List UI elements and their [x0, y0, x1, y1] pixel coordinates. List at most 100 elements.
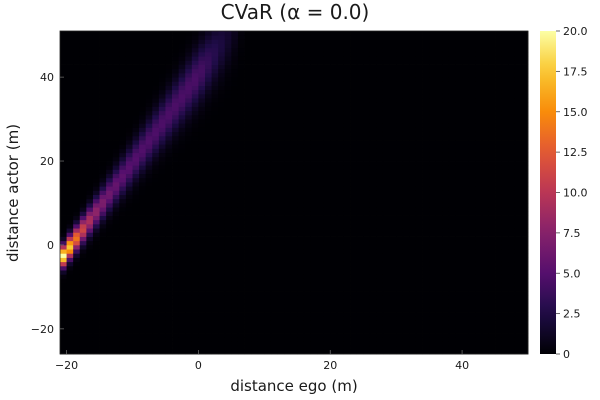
heatmap-cell [369, 278, 377, 284]
heatmap-cell [323, 219, 331, 225]
heatmap-cell [145, 232, 153, 237]
heatmap-cell [290, 291, 298, 296]
heatmap-cell [60, 270, 67, 275]
heatmap-cell [284, 198, 292, 204]
heatmap-cell [99, 341, 107, 347]
heatmap-cell [310, 240, 318, 246]
heatmap-cell [277, 194, 285, 200]
heatmap-cell [99, 140, 107, 145]
heatmap-cell [119, 72, 127, 78]
heatmap-cell [297, 320, 305, 326]
heatmap-cell [429, 77, 437, 82]
heatmap-cell [218, 72, 226, 78]
heatmap-cell [343, 177, 351, 183]
heatmap-cell [350, 345, 358, 351]
heatmap-cell [231, 215, 239, 221]
heatmap-cell [158, 177, 166, 183]
heatmap-cell [363, 236, 371, 242]
heatmap-cell [468, 324, 476, 330]
heatmap-cell [290, 328, 298, 334]
heatmap-cell [330, 190, 338, 195]
heatmap-cell [389, 198, 397, 204]
heatmap-cell [468, 207, 476, 212]
heatmap-cell [251, 194, 259, 200]
heatmap-cell [369, 190, 377, 195]
heatmap-cell [106, 182, 114, 187]
heatmap-cell [106, 303, 114, 309]
heatmap-cell [448, 77, 456, 82]
heatmap-cell [132, 333, 140, 338]
heatmap-cell [191, 140, 199, 145]
heatmap-cell [99, 51, 107, 57]
heatmap-cell [86, 270, 94, 275]
heatmap-cell [415, 261, 423, 267]
heatmap-cell [290, 316, 298, 321]
heatmap-cell [336, 39, 344, 44]
heatmap-cell [99, 320, 107, 326]
heatmap-cell [462, 349, 470, 355]
heatmap-cell [92, 194, 100, 200]
heatmap-cell [475, 110, 483, 116]
heatmap-cell [448, 98, 456, 103]
heatmap-cell [205, 165, 212, 170]
heatmap-cell [185, 249, 193, 254]
heatmap-cell [481, 219, 489, 225]
heatmap-cell [112, 337, 120, 342]
heatmap-cell [297, 295, 305, 300]
heatmap-cell [237, 127, 245, 133]
heatmap-cell [79, 198, 87, 204]
heatmap-cell [264, 102, 272, 107]
heatmap-cell [442, 161, 450, 166]
heatmap-cell [264, 244, 272, 250]
heatmap-cell [323, 72, 331, 78]
heatmap-cell [112, 182, 120, 187]
heatmap-cell [363, 169, 371, 175]
heatmap-cell [376, 102, 384, 107]
heatmap-cell [198, 148, 206, 154]
heatmap-cell [145, 127, 153, 133]
heatmap-cell [448, 186, 456, 191]
heatmap-cell [119, 131, 127, 137]
heatmap-cell [343, 320, 351, 326]
heatmap-cell [336, 257, 344, 263]
heatmap-cell [106, 286, 114, 292]
heatmap-cell [435, 324, 443, 330]
heatmap-cell [244, 106, 252, 112]
heatmap-cell [277, 135, 285, 141]
heatmap-cell [251, 177, 259, 183]
heatmap-cell [237, 93, 245, 99]
heatmap-cell [119, 282, 127, 288]
heatmap-cell [356, 77, 364, 82]
heatmap-cell [435, 186, 443, 191]
heatmap-cell [435, 320, 443, 326]
heatmap-cell [475, 244, 483, 250]
heatmap-cell [435, 282, 443, 288]
heatmap-cell [205, 198, 212, 204]
heatmap-cell [211, 68, 219, 74]
heatmap-cell [284, 89, 292, 95]
heatmap-cell [448, 56, 456, 61]
heatmap-cell [396, 232, 404, 237]
heatmap-cell [402, 56, 410, 61]
heatmap-cell [106, 211, 114, 216]
heatmap-cell [409, 119, 417, 124]
heatmap-cell [382, 156, 390, 162]
heatmap-cell [158, 299, 166, 305]
heatmap-cell [251, 286, 259, 292]
heatmap-cell [198, 286, 206, 292]
heatmap-cell [284, 60, 292, 65]
heatmap-cell [336, 219, 344, 225]
heatmap-cell [402, 345, 410, 351]
heatmap-cell [297, 177, 305, 183]
heatmap-cell [112, 135, 120, 141]
heatmap-cell [106, 152, 114, 158]
heatmap-cell [303, 47, 311, 53]
heatmap-cell [429, 253, 437, 258]
heatmap-cell [264, 60, 272, 65]
heatmap-cell [119, 123, 127, 128]
heatmap-cell [185, 299, 193, 305]
heatmap-cell [336, 198, 344, 204]
heatmap-cell [343, 56, 351, 61]
heatmap-cell [429, 278, 437, 284]
heatmap-cell [119, 232, 127, 237]
